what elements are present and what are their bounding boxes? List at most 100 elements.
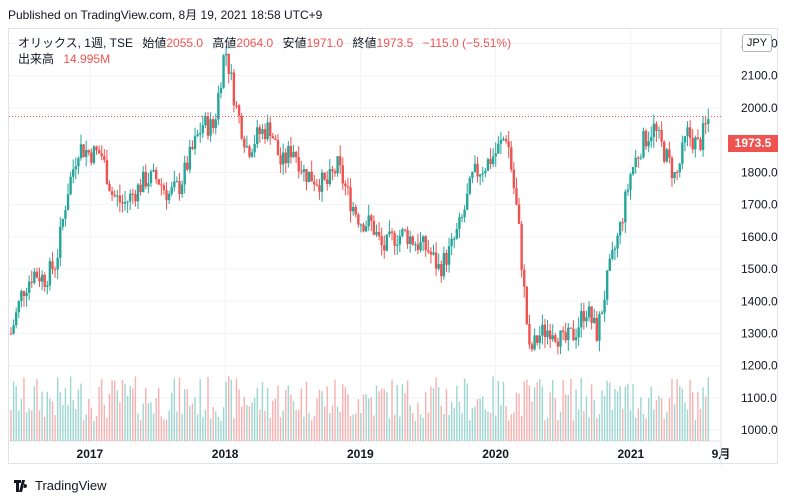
candle-body: [349, 187, 352, 212]
volume-bar: [694, 420, 697, 441]
price-chart[interactable]: 1000.0 1100.0 1200.0 1300.0 1400.0 1500.0 1600…: [9, 29, 779, 465]
volume-bar: [199, 379, 201, 441]
volume-bar: [256, 387, 258, 441]
chart-panel[interactable]: 1000.0 1100.0 1200.0 1300.0 1400.0 1500.0 1600…: [8, 28, 779, 465]
volume-bar: [103, 404, 106, 441]
candle-body: [377, 231, 381, 237]
volume-bar: [676, 379, 678, 441]
candle-body: [367, 215, 370, 227]
candle-body: [20, 291, 23, 302]
candle-body: [105, 159, 109, 184]
volume-bar: [668, 397, 671, 441]
volume-bar: [23, 377, 25, 441]
volume-bar: [183, 389, 186, 441]
volume-bar: [653, 409, 655, 441]
volume-bar: [673, 404, 676, 441]
y-tick-label: 1800.0: [741, 165, 778, 179]
volume-bar: [347, 394, 349, 441]
candle-body: [256, 127, 259, 145]
candle-body: [694, 137, 697, 150]
volume-bar: [692, 392, 694, 441]
candle-body: [160, 184, 163, 186]
volume-bar: [671, 379, 673, 441]
volume-bar: [572, 420, 575, 441]
volume-bar: [476, 399, 479, 441]
volume-bar: [634, 417, 637, 441]
volume-bar: [64, 387, 67, 441]
volume-bar: [90, 407, 93, 441]
volume-bar: [406, 380, 409, 441]
volume-bar: [41, 391, 43, 441]
volume-bar: [228, 376, 230, 441]
volume-bar: [56, 377, 59, 441]
chart-legend: オリックス, 1週, TSE 始値2055.0 高値2064.0 安値1971.…: [18, 35, 511, 67]
volume-bar: [391, 379, 393, 441]
candle-body: [292, 151, 295, 158]
candle-body: [432, 252, 435, 255]
footer-brand[interactable]: TradingView: [14, 478, 107, 493]
volume-bar: [383, 389, 385, 441]
volume-bar: [518, 393, 520, 441]
volume-bar: [699, 408, 702, 441]
candle-body: [572, 328, 575, 341]
candle-body: [499, 139, 503, 144]
volume-bar: [59, 392, 61, 441]
volume-bar: [396, 384, 398, 441]
candle-body: [408, 236, 412, 245]
candle-body: [121, 202, 124, 204]
volume-bar: [679, 386, 681, 441]
volume-bar: [380, 388, 383, 441]
y-tick-label: 1100.0: [741, 391, 777, 405]
volume-bar: [282, 410, 284, 441]
candle-body: [35, 271, 39, 278]
volume-bar: [557, 420, 559, 441]
candle-body: [108, 183, 111, 192]
candle-body: [624, 191, 627, 223]
volume-bar: [25, 412, 28, 441]
volume-bar: [463, 378, 466, 441]
candle-body: [261, 129, 264, 134]
candle-body: [574, 337, 578, 341]
volume-bar: [502, 381, 505, 441]
candle-body: [297, 157, 300, 172]
candle-body: [237, 105, 241, 116]
volume-bar: [279, 417, 282, 441]
candle-body: [289, 145, 293, 158]
candle-body: [307, 171, 311, 183]
candle-body: [471, 171, 474, 178]
currency-badge[interactable]: JPY: [742, 34, 772, 52]
candle-body: [123, 202, 127, 204]
candle-body: [287, 145, 290, 164]
volume-bar: [240, 406, 243, 441]
candle-body: [466, 193, 469, 210]
candle-body: [691, 138, 694, 150]
candle-body: [69, 176, 72, 195]
volume-bar: [196, 414, 199, 441]
volume-bar: [326, 386, 328, 441]
volume-bar: [253, 397, 256, 441]
volume-bar: [217, 416, 220, 441]
candle-body: [577, 327, 580, 338]
candle-body: [396, 244, 399, 246]
legend-low: 1971.0: [306, 36, 344, 50]
candle-body: [170, 187, 173, 194]
candle-body: [243, 138, 246, 148]
volume-bar: [344, 387, 347, 441]
volume-bar: [409, 405, 411, 441]
volume-bar: [482, 396, 484, 441]
candle-body: [240, 115, 243, 139]
volume-bar: [489, 413, 492, 441]
candle-body: [84, 150, 88, 157]
candle-body: [22, 291, 26, 297]
volume-bar: [471, 407, 474, 441]
volume-bar: [36, 379, 38, 441]
volume-bar: [430, 386, 432, 441]
candle-body: [486, 159, 490, 171]
volume-bar: [422, 417, 424, 441]
volume-bar: [593, 400, 595, 441]
candle-body: [600, 312, 604, 315]
volume-bar: [666, 411, 668, 441]
candle-body: [206, 116, 210, 136]
candle-body: [460, 217, 464, 219]
candle-body: [336, 156, 339, 174]
